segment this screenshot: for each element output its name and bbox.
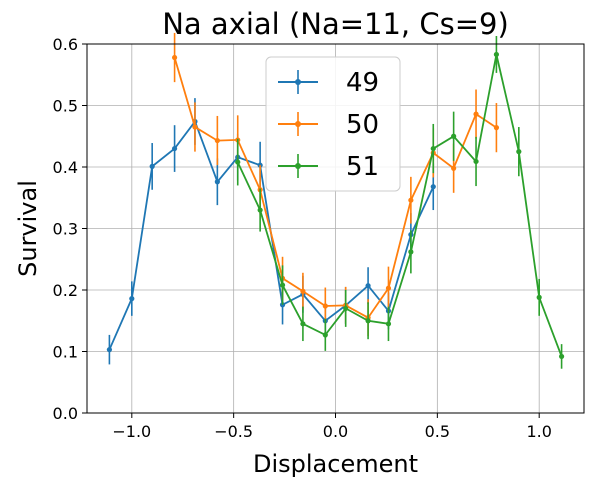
data-point [172, 146, 177, 151]
data-point [408, 198, 413, 203]
legend-label: 51 [346, 152, 379, 182]
y-tick-label: 0.2 [53, 281, 78, 300]
y-tick-label: 0.4 [53, 158, 78, 177]
x-tick-label: 0.5 [425, 422, 450, 441]
data-point [537, 295, 542, 300]
data-point [172, 55, 177, 60]
x-tick-label: −1.0 [112, 422, 151, 441]
x-tick-label: 1.0 [526, 422, 551, 441]
x-tick-label: 0.0 [323, 422, 348, 441]
data-point [408, 249, 413, 254]
data-point [150, 164, 155, 169]
data-point [431, 146, 436, 151]
data-point [386, 321, 391, 326]
data-point [107, 347, 112, 352]
data-point [323, 303, 328, 308]
legend-marker [295, 121, 301, 127]
data-point [386, 286, 391, 291]
data-point [129, 296, 134, 301]
data-point [516, 149, 521, 154]
legend: 49 50 51 [266, 57, 400, 191]
data-point [451, 166, 456, 171]
x-axis-title: Displacement [253, 450, 418, 478]
data-point [559, 354, 564, 359]
data-point [323, 332, 328, 337]
legend-marker [295, 163, 301, 169]
legend-marker [295, 79, 301, 85]
y-tick-label: 0.5 [53, 97, 78, 116]
data-point [215, 138, 220, 143]
data-point [343, 306, 348, 311]
data-point [473, 112, 478, 117]
y-tick-label: 0.3 [53, 220, 78, 239]
data-point [235, 159, 240, 164]
data-point [300, 289, 305, 294]
y-tick-label: 0.6 [53, 35, 78, 54]
chart-title: Na axial (Na=11, Cs=9) [162, 7, 509, 41]
y-tick-label: 0.0 [53, 404, 78, 423]
y-axis-title: Survival [14, 180, 42, 277]
data-point [300, 321, 305, 326]
data-point [280, 282, 285, 287]
x-tick-label: −0.5 [214, 422, 253, 441]
legend-label: 50 [346, 110, 379, 140]
data-point [494, 52, 499, 57]
legend-label: 49 [346, 68, 379, 98]
data-point [192, 124, 197, 129]
data-point [258, 207, 263, 212]
data-point [451, 134, 456, 139]
data-point [494, 125, 499, 130]
y-tick-label: 0.1 [53, 343, 78, 362]
data-point [431, 184, 436, 189]
data-point [473, 159, 478, 164]
data-point [215, 179, 220, 184]
data-point [365, 318, 370, 323]
data-point [365, 283, 370, 288]
